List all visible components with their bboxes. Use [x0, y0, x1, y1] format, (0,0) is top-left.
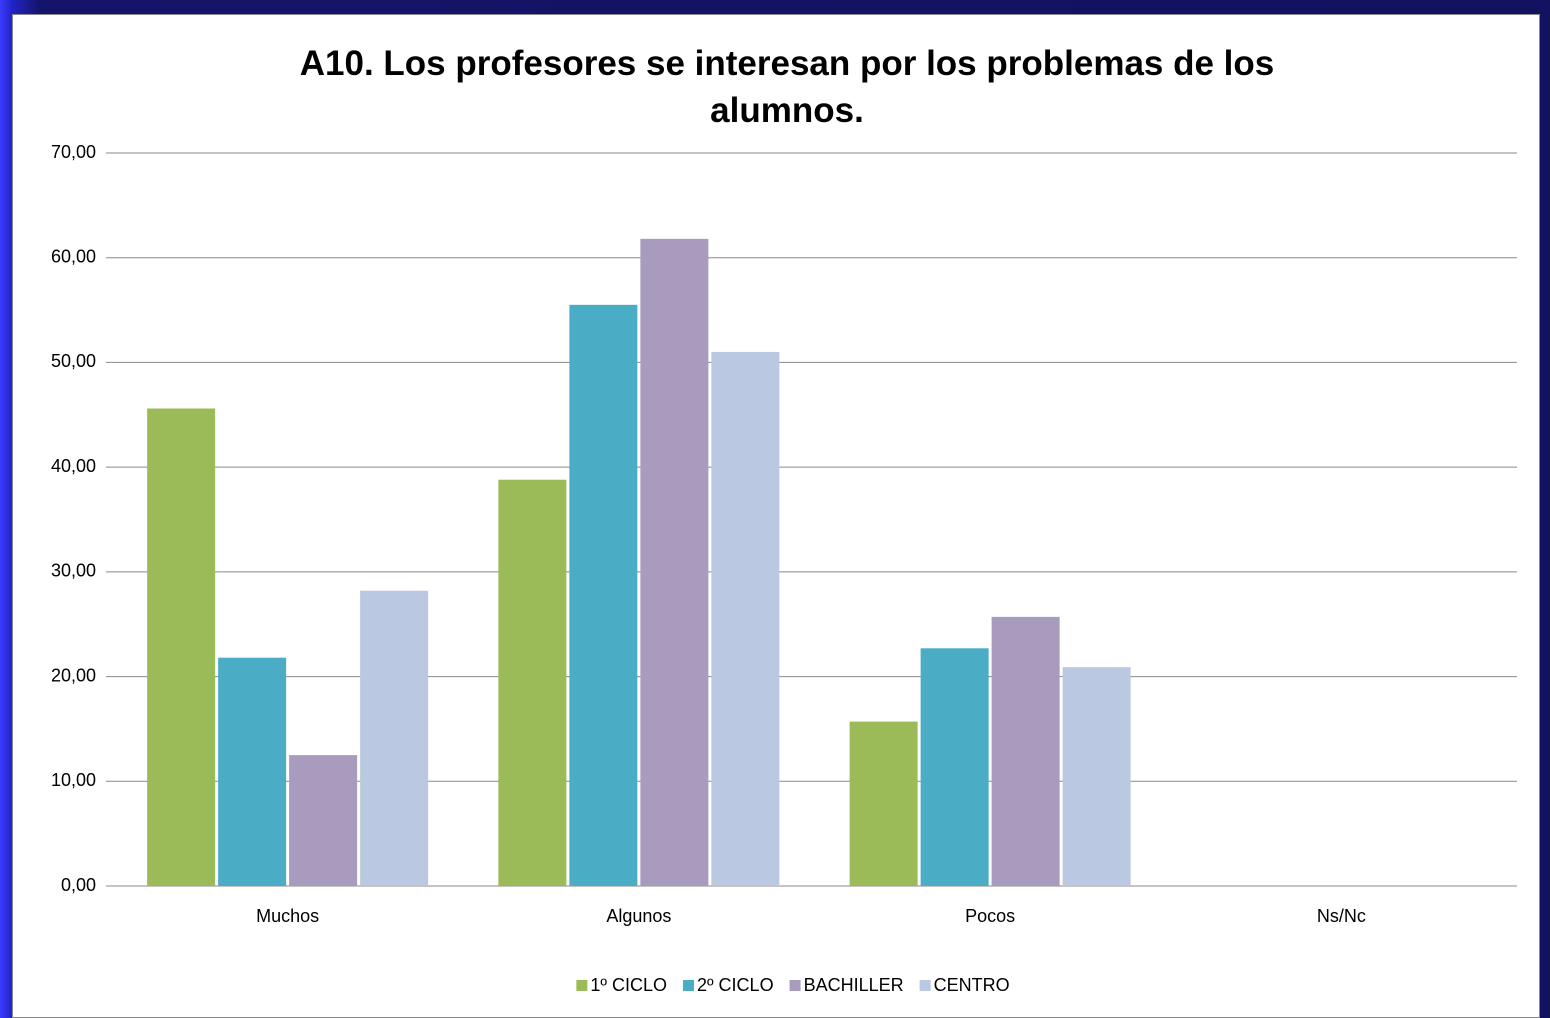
legend-label: 2º CICLO	[697, 975, 774, 995]
legend-swatch	[919, 980, 931, 991]
legend-label: 1º CICLO	[590, 975, 667, 995]
bar	[849, 721, 918, 886]
y-tick-label: 40,00	[51, 456, 96, 476]
legend-swatch	[682, 980, 694, 991]
y-tick-label: 50,00	[51, 351, 96, 371]
bar	[920, 648, 989, 886]
x-tick-label: Muchos	[256, 906, 319, 926]
y-tick-label: 0,00	[61, 875, 96, 895]
y-tick-label: 20,00	[51, 665, 96, 685]
bar	[640, 238, 709, 886]
bar	[498, 479, 567, 886]
legend-swatch	[789, 980, 801, 991]
bar	[991, 616, 1060, 886]
bar	[569, 304, 638, 887]
bar	[1062, 667, 1131, 886]
legend-label: CENTRO	[934, 975, 1010, 995]
chart-title: A10. Los profesores se interesan por los…	[299, 44, 1275, 130]
bar	[147, 408, 216, 886]
bar	[360, 590, 429, 886]
bar	[711, 351, 780, 886]
y-tick-label: 70,00	[51, 142, 96, 162]
y-tick-label: 10,00	[51, 770, 96, 790]
x-tick-label: Pocos	[965, 906, 1015, 926]
bar	[218, 657, 287, 886]
x-tick-label: Algunos	[606, 906, 671, 926]
legend-swatch	[576, 980, 588, 991]
x-tick-label: Ns/Nc	[1317, 906, 1366, 926]
legend-label: BACHILLER	[804, 975, 904, 995]
bar	[289, 755, 358, 886]
y-tick-label: 60,00	[51, 246, 96, 266]
y-tick-label: 30,00	[51, 561, 96, 581]
